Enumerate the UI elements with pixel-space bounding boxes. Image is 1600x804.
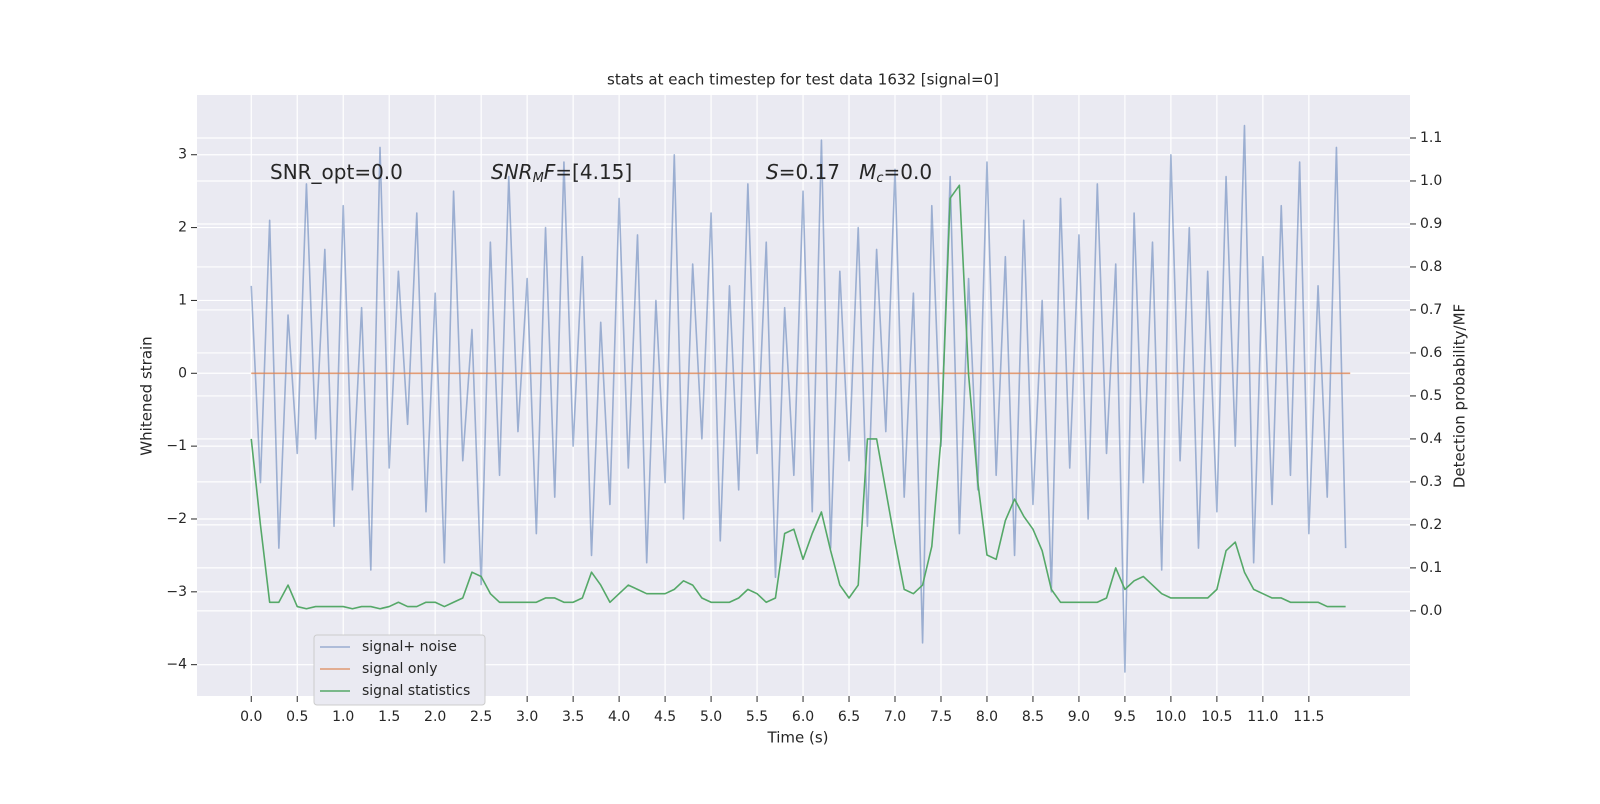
annotation-part: F <box>544 160 556 184</box>
annotation-part: =[4.15] <box>555 160 632 184</box>
x-tick-label: 5.0 <box>700 709 722 725</box>
x-tick-label: 10.0 <box>1155 709 1186 725</box>
x-tick-label: 11.5 <box>1293 709 1324 725</box>
y2-axis-label: Detection probability/MF <box>1451 304 1469 488</box>
x-tick-label: 6.5 <box>838 709 860 725</box>
y-tick-label: −3 <box>166 584 187 600</box>
x-tick-label: 8.0 <box>976 709 998 725</box>
x-tick-label: 3.0 <box>516 709 538 725</box>
y-tick-label: −2 <box>166 511 187 527</box>
x-tick-label: 9.0 <box>1068 709 1090 725</box>
legend: signal+ noise signal only signal statistic… <box>313 634 486 706</box>
y2-tick-label: 0.4 <box>1420 431 1442 447</box>
y-tick-label: −4 <box>166 657 187 673</box>
chart-title: stats at each timestep for test data 163… <box>607 71 999 89</box>
series-line <box>250 124 1347 673</box>
x-tick-label: 7.0 <box>884 709 906 725</box>
x-tick-label: 5.5 <box>746 709 768 725</box>
x-tick-label: 8.5 <box>1022 709 1044 725</box>
legend-box <box>313 634 486 706</box>
y2-tick-label: 0.1 <box>1420 560 1442 576</box>
x-tick-label: 2.5 <box>470 709 492 725</box>
annotation-part: SNR_opt=0.0 <box>270 160 403 184</box>
x-tick-label: 0.0 <box>240 709 262 725</box>
legend-label: signal statistics <box>362 683 470 699</box>
x-tick-label: 9.5 <box>1114 709 1136 725</box>
y2-tick-label: 0.0 <box>1420 603 1442 619</box>
y2-tick-label: 0.7 <box>1420 302 1442 318</box>
annotation: SNR_opt=0.0 <box>270 160 403 184</box>
y2-tick-label: 1.0 <box>1420 173 1442 189</box>
annotation: SNRMF=[4.15] <box>491 160 632 186</box>
annotation: S=0.17 Mc=0.0 <box>766 160 932 186</box>
x-tick-label: 6.0 <box>792 709 814 725</box>
y-tick-label: −1 <box>166 438 187 454</box>
y2-tick-label: 1.1 <box>1420 130 1442 146</box>
x-tick-label: 7.5 <box>930 709 952 725</box>
annotation-part: SNR <box>491 160 533 184</box>
annotation-part: S <box>766 160 779 184</box>
x-tick-label: 1.5 <box>378 709 400 725</box>
x-tick-label: 0.5 <box>286 709 308 725</box>
x-tick-label: 3.5 <box>562 709 584 725</box>
y-tick-label: 2 <box>178 220 187 236</box>
x-tick-label: 11.0 <box>1247 709 1278 725</box>
x-tick-label: 4.0 <box>608 709 630 725</box>
x-tick-label: 1.0 <box>332 709 354 725</box>
annotation-part: =0.0 <box>884 160 933 184</box>
x-tick-label: 10.5 <box>1201 709 1232 725</box>
series-line <box>250 184 1346 610</box>
y2-tick-label: 0.2 <box>1420 517 1442 533</box>
x-tick-label: 2.0 <box>424 709 446 725</box>
y-tick-label: 0 <box>178 365 187 381</box>
annotation-part: =0.17 <box>779 160 859 184</box>
x-tick-label: 4.5 <box>654 709 676 725</box>
y2-tick-label: 0.3 <box>1420 474 1442 490</box>
legend-label: signal only <box>362 661 437 677</box>
y2-tick-label: 0.8 <box>1420 259 1442 275</box>
annotation-part: c <box>876 171 883 186</box>
y2-tick-label: 0.5 <box>1420 388 1442 404</box>
annotation-part: M <box>533 171 544 186</box>
y-axis-label: Whitened strain <box>138 336 156 455</box>
x-axis-label: Time (s) <box>767 729 829 747</box>
y-tick-label: 3 <box>178 147 187 163</box>
legend-label: signal+ noise <box>362 639 457 655</box>
y2-tick-label: 0.6 <box>1420 345 1442 361</box>
y-tick-label: 1 <box>178 292 187 308</box>
annotation-part: M <box>859 160 876 184</box>
y2-tick-label: 0.9 <box>1420 216 1442 232</box>
